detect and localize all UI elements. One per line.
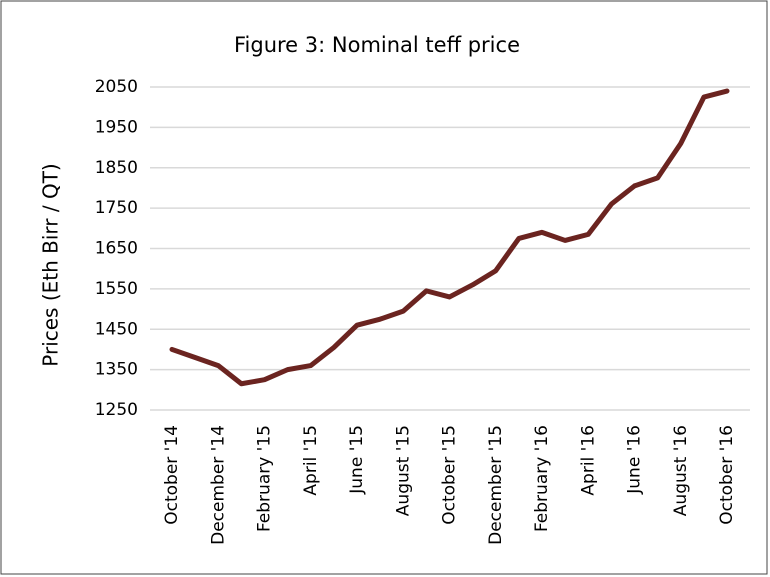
y-tick-label: 1750 [95,198,138,218]
x-tick-label: October '15 [440,425,460,525]
x-tick-label: August '15 [393,425,413,516]
y-tick-label: 1450 [95,319,138,339]
x-tick-label: December '14 [208,425,228,545]
x-tick-label: October '14 [162,425,182,525]
x-tick-label: April '15 [301,425,321,496]
x-tick-label: October '16 [717,425,737,525]
y-tick-label: 1650 [95,239,138,259]
y-tick-label: 1550 [95,279,138,299]
y-tick-label: 1350 [95,360,138,380]
y-tick-label: 2050 [95,77,138,97]
x-tick-label: June '16 [625,425,645,495]
chart-title: Figure 3: Nominal teff price [234,33,520,57]
x-tick-label: December '15 [486,425,506,545]
y-tick-label: 1850 [95,158,138,178]
y-tick-label: 1250 [95,400,138,420]
x-tick-label: August '16 [671,425,691,516]
x-tick-label: June '15 [347,425,367,495]
x-tick-label: February '16 [532,425,552,532]
data-line [169,88,730,387]
x-tick-label: April '16 [578,425,598,496]
x-tick-label: February '15 [255,425,275,532]
y-tick-label: 1950 [95,117,138,137]
y-axis-label: Prices (Eth Birr / QT) [39,163,63,366]
